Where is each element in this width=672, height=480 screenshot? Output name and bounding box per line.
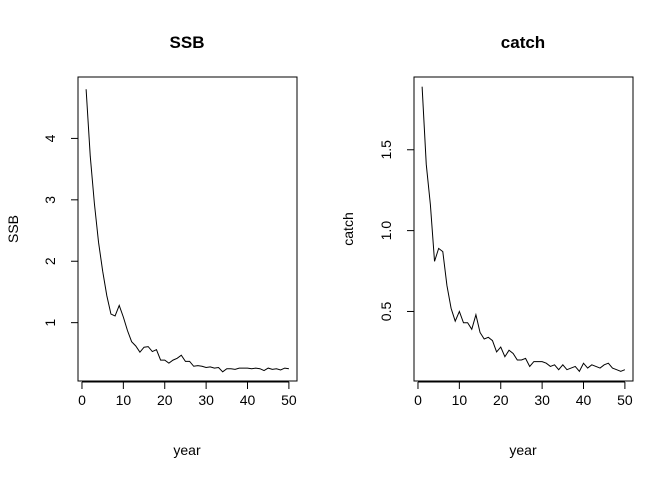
ssb-y-axis: 1 2 3 4 <box>42 134 79 327</box>
ssb-series-line <box>85 89 289 373</box>
ssb-x-tick-label: 40 <box>240 392 256 408</box>
catch-y-tick-label: 1.5 <box>378 140 394 160</box>
catch-plot-box <box>413 76 634 382</box>
catch-x-tick-label: 10 <box>452 392 468 408</box>
ssb-y-tick-label: 1 <box>42 319 58 327</box>
ssb-x-axis: 0 10 20 30 40 50 <box>78 381 297 408</box>
catch-x-axis-label: year <box>509 442 537 458</box>
ssb-x-axis-label: year <box>173 442 201 458</box>
ssb-y-tick-label: 3 <box>42 196 58 204</box>
catch-y-tick-label: 0.5 <box>378 302 394 322</box>
ssb-x-tick-label: 20 <box>157 392 173 408</box>
ssb-x-tick-label: 10 <box>116 392 132 408</box>
catch-y-tick-label: 1.0 <box>378 221 394 241</box>
catch-y-axis-label: catch <box>340 212 356 245</box>
ssb-x-tick-label: 30 <box>198 392 214 408</box>
ssb-x-tick-label: 50 <box>281 392 297 408</box>
ssb-y-tick-label: 4 <box>42 134 58 142</box>
catch-x-tick-label: 30 <box>534 392 550 408</box>
catch-series-line <box>421 86 626 373</box>
catch-y-axis: 0.5 1.0 1.5 <box>378 140 415 322</box>
catch-panel: catch 0 10 20 30 40 50 0.5 1.0 1.5 year catch <box>340 33 634 458</box>
ssb-plot-box <box>77 76 298 382</box>
catch-x-tick-label: 50 <box>617 392 633 408</box>
ssb-plot-title: SSB <box>170 33 205 52</box>
catch-x-tick-label: 20 <box>493 392 509 408</box>
catch-x-axis: 0 10 20 30 40 50 <box>414 381 633 408</box>
catch-plot-title: catch <box>501 33 545 52</box>
catch-x-tick-label: 40 <box>576 392 592 408</box>
ssb-y-tick-label: 2 <box>42 257 58 265</box>
ssb-y-axis-label: SSB <box>5 215 21 243</box>
catch-x-tick-label: 0 <box>414 392 422 408</box>
ssb-x-tick-label: 0 <box>78 392 86 408</box>
ssb-panel: SSB 0 10 20 30 40 50 1 2 3 4 year SSB <box>5 33 298 458</box>
